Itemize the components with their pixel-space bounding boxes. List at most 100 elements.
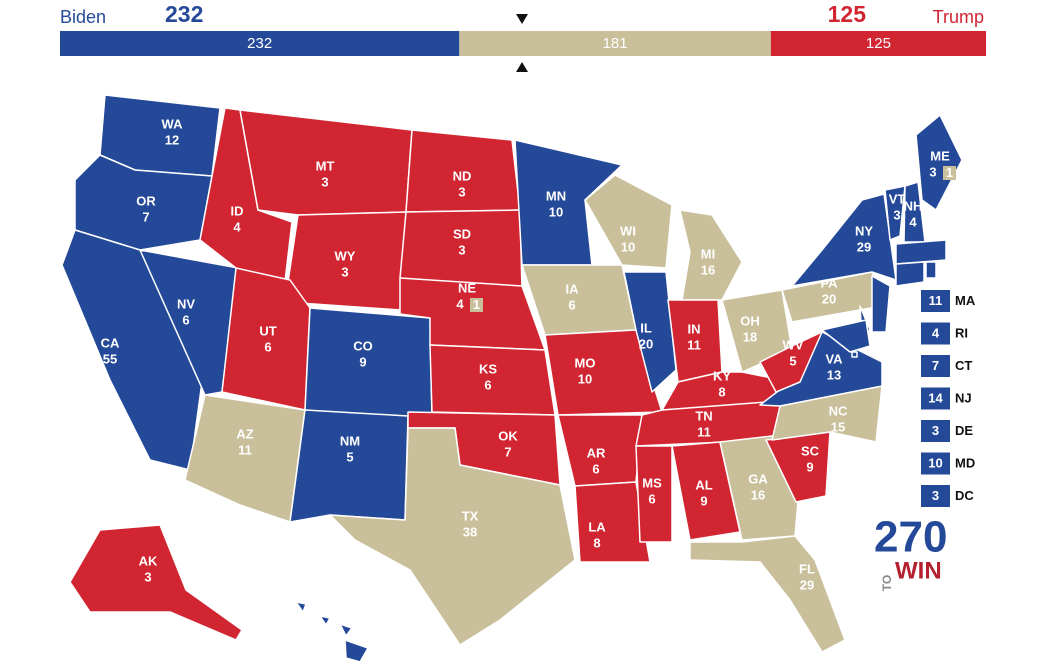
marker-top xyxy=(516,14,528,24)
state-ev: 11 xyxy=(238,442,252,457)
state-shape xyxy=(521,264,637,336)
state-abbr: MO xyxy=(575,355,596,370)
state-abbr: WY xyxy=(335,248,356,263)
state-ev: 3 xyxy=(144,569,151,584)
state-abbr: NE xyxy=(458,280,476,295)
logo-word: WIN xyxy=(895,557,942,584)
left-name: Biden xyxy=(60,7,106,27)
state-shape xyxy=(329,427,576,646)
state-shape xyxy=(289,409,409,523)
bar-segment xyxy=(60,31,460,56)
state-ev: 3 xyxy=(321,174,328,189)
state-ev: 3 xyxy=(341,264,348,279)
state-ev: 29 xyxy=(857,239,871,254)
state-ev: 6 xyxy=(648,491,655,506)
split-ev: 1 xyxy=(946,165,953,180)
state-abbr: MI xyxy=(701,246,715,261)
side-abbr: MD xyxy=(955,455,975,470)
state-ev: 3 xyxy=(458,242,465,257)
state-abbr: LA xyxy=(588,519,606,534)
right-name: Trump xyxy=(933,7,984,27)
bar-label: 125 xyxy=(866,35,891,52)
state-shape xyxy=(339,623,353,637)
state-ev: 20 xyxy=(639,336,653,351)
state-shape xyxy=(635,445,673,543)
state-shape xyxy=(584,174,673,269)
state-abbr: ID xyxy=(231,203,244,218)
bar: 232 181 125 xyxy=(60,31,986,56)
state-abbr: SC xyxy=(801,443,820,458)
state-ev: 8 xyxy=(718,384,725,399)
state-abbr: OH xyxy=(740,313,760,328)
state-abbr: MT xyxy=(316,158,335,173)
side-ev: 3 xyxy=(932,488,939,503)
state-shape xyxy=(771,385,883,443)
state-abbr: NH xyxy=(904,198,923,213)
state-shape xyxy=(791,193,897,287)
state-abbr: SD xyxy=(453,226,471,241)
state-ev: 4 xyxy=(233,219,241,234)
state-ev: 29 xyxy=(800,577,814,592)
right-total: 125 xyxy=(828,1,867,27)
split-box xyxy=(943,166,956,180)
split-box xyxy=(470,298,483,312)
state-ev: 18 xyxy=(743,329,757,344)
side-abbr: RI xyxy=(955,325,968,340)
state-ev: 9 xyxy=(359,354,366,369)
side-ev: 11 xyxy=(929,293,943,308)
bar-segment xyxy=(770,31,986,56)
side-abbr: DC xyxy=(955,488,974,503)
state-ev: 3 xyxy=(893,207,900,222)
state-shape xyxy=(295,601,307,613)
side-abbr: DE xyxy=(955,423,973,438)
state-ev: 6 xyxy=(182,312,189,327)
state-ev: 6 xyxy=(592,461,599,476)
state-shape xyxy=(514,139,623,266)
state-abbr: MN xyxy=(546,188,566,203)
side-abbr: NJ xyxy=(955,390,972,405)
state-abbr: AL xyxy=(695,477,712,492)
side-box xyxy=(921,290,950,312)
state-ev: 10 xyxy=(578,371,592,386)
marker-bottom xyxy=(516,62,528,72)
state-shape xyxy=(895,261,925,287)
small-state-list: 11 MA 4 RI 7 CT 14 NJ 3 DE 10 MD 3 DC xyxy=(921,290,976,507)
state-ev: 4 xyxy=(909,214,917,229)
state-ev: 11 xyxy=(687,337,701,352)
state-ev: 20 xyxy=(822,291,836,306)
bar-segment xyxy=(459,31,771,56)
state-ev: 7 xyxy=(142,209,149,224)
side-abbr: CT xyxy=(955,358,972,373)
state-ev: 16 xyxy=(701,262,715,277)
state-ev: 11 xyxy=(697,424,711,439)
state-abbr: ME xyxy=(930,148,950,163)
state-abbr: TX xyxy=(462,508,479,523)
left-total: 232 xyxy=(165,1,203,27)
state-abbr: WV xyxy=(783,337,804,352)
side-ev: 10 xyxy=(928,455,942,470)
state-ev: 9 xyxy=(806,459,813,474)
state-abbr: VA xyxy=(825,351,843,366)
state-ev: 4 xyxy=(456,296,464,311)
state-ev: 9 xyxy=(700,493,707,508)
state-shape xyxy=(184,394,306,523)
state-abbr: WI xyxy=(620,223,636,238)
state-shape xyxy=(429,344,556,416)
state-shape xyxy=(925,261,937,279)
state-shape xyxy=(344,639,369,663)
state-abbr: TN xyxy=(695,408,712,423)
state-shape xyxy=(69,524,243,641)
side-box xyxy=(921,452,950,475)
state-shape xyxy=(689,535,846,653)
split-ev: 1 xyxy=(473,297,480,312)
state-abbr: NY xyxy=(855,223,873,238)
state-ev: 7 xyxy=(504,444,511,459)
state-abbr: UT xyxy=(259,323,276,338)
state-abbr: VT xyxy=(889,191,906,206)
logo-small: TO xyxy=(880,575,894,591)
state-ev: 55 xyxy=(103,351,117,366)
state-shape xyxy=(884,185,906,241)
state-abbr: KS xyxy=(479,361,497,376)
state-ev: 10 xyxy=(549,204,563,219)
